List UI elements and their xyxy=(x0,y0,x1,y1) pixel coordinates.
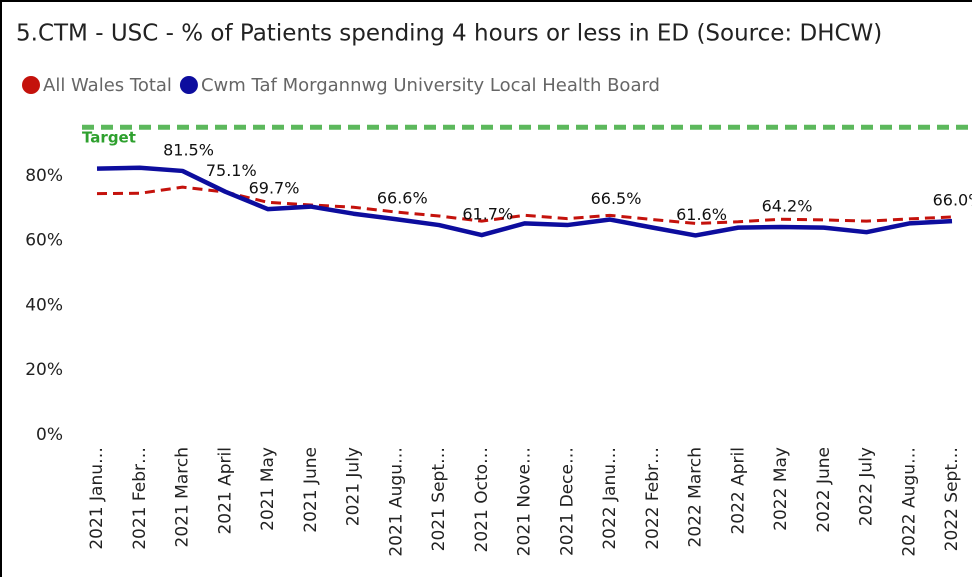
y-tick-label: 40% xyxy=(25,295,63,315)
data-label: 66.6% xyxy=(377,189,428,208)
x-tick-label: 2022 Janu… xyxy=(600,447,620,550)
y-tick-label: 80% xyxy=(25,166,63,186)
x-tick-label: 2021 Dece… xyxy=(557,447,577,556)
target-label: Target xyxy=(82,129,136,147)
data-label: 69.7% xyxy=(249,179,300,198)
data-label: 75.1% xyxy=(206,161,257,180)
x-tick-label: 2021 July xyxy=(344,447,364,526)
x-tick-label: 2021 April xyxy=(215,447,235,535)
x-tick-label: 2022 April xyxy=(728,447,748,535)
data-label: 64.2% xyxy=(762,196,813,215)
x-tick-label: 2022 July xyxy=(857,447,877,526)
legend-marker xyxy=(179,76,198,94)
y-tick-label: 20% xyxy=(25,360,63,380)
x-tick-label: 2022 Augu… xyxy=(899,447,919,557)
x-tick-label: 2021 June xyxy=(301,447,321,533)
x-tick-label: 2021 Sept… xyxy=(429,447,449,551)
legend-marker xyxy=(22,76,40,94)
series-line xyxy=(96,165,953,238)
x-tick-label: 2022 Sept… xyxy=(942,447,962,551)
chart-title: 5.CTM - USC - % of Patients spending 4 h… xyxy=(16,21,882,47)
x-tick-label: 2021 Octo… xyxy=(472,447,492,552)
x-tick-label: 2021 Janu… xyxy=(87,447,107,550)
y-tick-label: 60% xyxy=(25,231,63,251)
data-label: 61.6% xyxy=(676,205,727,224)
legend-label: Cwm Taf Morgannwg University Local Healt… xyxy=(201,75,660,96)
x-tick-label: 2021 Nove… xyxy=(515,447,535,556)
y-tick-label: 0% xyxy=(36,425,63,445)
legend-label: All Wales Total xyxy=(43,75,172,96)
x-tick-label: 2022 May xyxy=(771,447,791,531)
data-label: 81.5% xyxy=(163,140,214,159)
x-tick-label: 2021 March xyxy=(173,447,193,548)
x-tick-label: 2022 June xyxy=(814,447,834,533)
x-tick-label: 2022 March xyxy=(686,447,706,548)
x-tick-label: 2021 May xyxy=(258,447,278,531)
x-tick-label: 2021 Febr… xyxy=(130,447,150,550)
data-label: 61.7% xyxy=(462,205,513,224)
x-tick-label: 2022 Febr… xyxy=(643,447,663,550)
data-label: 66.5% xyxy=(591,189,642,208)
x-tick-label: 2021 Augu… xyxy=(386,447,406,557)
data-label: 66.0% xyxy=(933,191,972,210)
